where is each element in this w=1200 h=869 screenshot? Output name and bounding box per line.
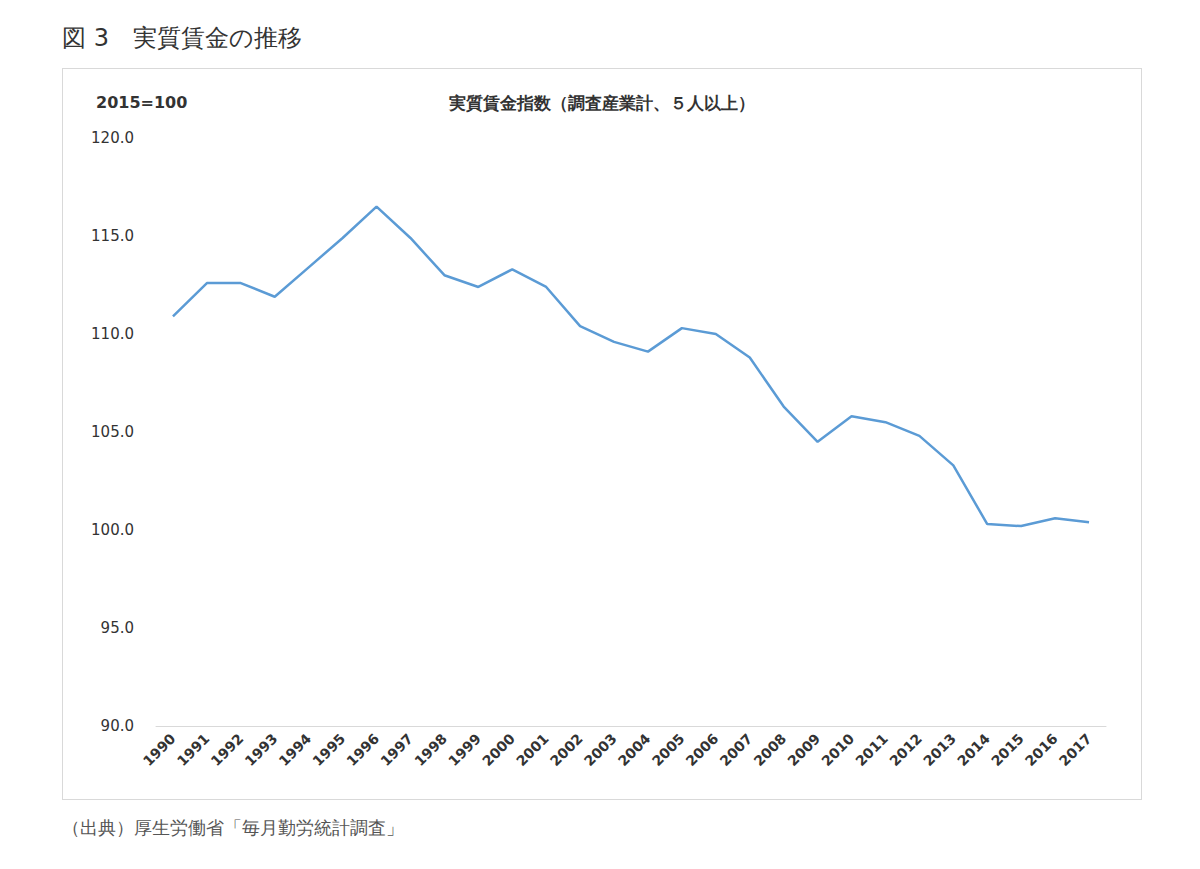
svg-text:2003: 2003 (581, 730, 620, 769)
svg-text:2007: 2007 (717, 730, 756, 769)
svg-text:110.0: 110.0 (91, 325, 134, 343)
svg-text:90.0: 90.0 (101, 717, 134, 735)
svg-text:1992: 1992 (208, 730, 247, 769)
svg-text:2005: 2005 (649, 730, 688, 769)
svg-text:1995: 1995 (309, 730, 348, 769)
svg-text:2015=100: 2015=100 (96, 93, 187, 112)
svg-text:1993: 1993 (242, 730, 281, 769)
html-text:（出典）厚生労働省「毎月勤労統計調査」: （出典）厚生労働省「毎月勤労統計調査」 (62, 817, 404, 838)
svg-text:1991: 1991 (174, 730, 213, 769)
svg-text:実質賃金指数（調査産業計、５人以上）: 実質賃金指数（調査産業計、５人以上） (448, 93, 755, 113)
svg-text:105.0: 105.0 (91, 423, 134, 441)
svg-text:100.0: 100.0 (91, 521, 134, 539)
svg-text:2017: 2017 (1056, 730, 1095, 769)
svg-text:115.0: 115.0 (91, 227, 134, 245)
svg-text:2000: 2000 (479, 730, 518, 769)
html-text:図 3 実質賃金の推移: 図 3 実質賃金の推移 (62, 24, 302, 52)
svg-text:2014: 2014 (954, 730, 993, 769)
svg-text:2004: 2004 (615, 730, 654, 769)
svg-text:1996: 1996 (343, 730, 382, 769)
svg-text:1998: 1998 (411, 730, 450, 769)
svg-text:2011: 2011 (852, 730, 891, 769)
svg-text:120.0: 120.0 (91, 129, 134, 147)
svg-text:1994: 1994 (275, 730, 314, 769)
svg-text:1999: 1999 (445, 730, 484, 769)
svg-text:2016: 2016 (1022, 730, 1061, 769)
svg-text:2013: 2013 (920, 730, 959, 769)
svg-text:95.0: 95.0 (101, 619, 134, 637)
svg-text:2002: 2002 (547, 730, 586, 769)
svg-text:2012: 2012 (886, 730, 925, 769)
svg-text:2006: 2006 (683, 730, 722, 769)
svg-text:1997: 1997 (377, 730, 416, 769)
svg-text:2008: 2008 (750, 730, 789, 769)
svg-text:2015: 2015 (988, 730, 1027, 769)
svg-text:2001: 2001 (513, 730, 552, 769)
svg-text:1990: 1990 (140, 730, 179, 769)
svg-text:2009: 2009 (784, 730, 823, 769)
svg-text:2010: 2010 (818, 730, 857, 769)
